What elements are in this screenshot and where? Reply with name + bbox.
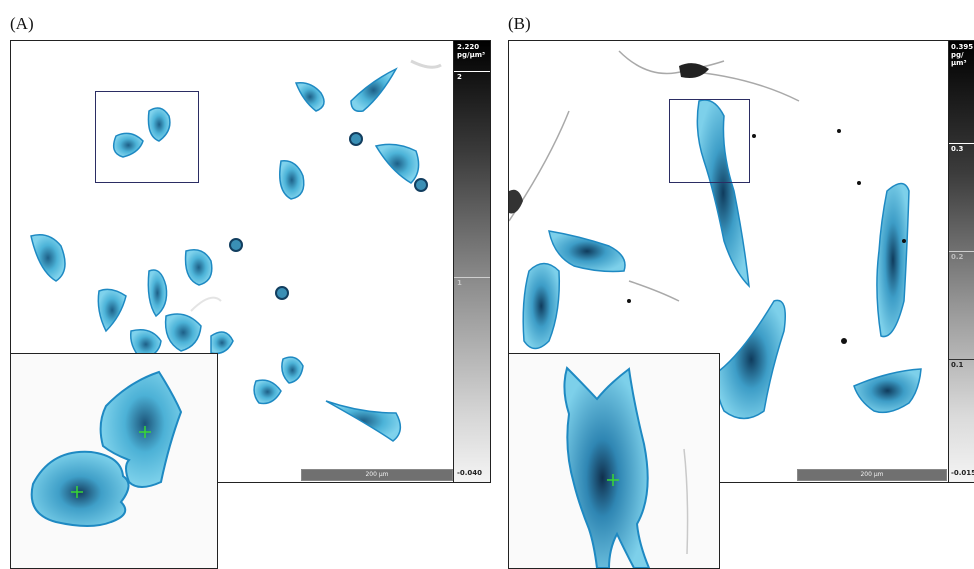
panel-b-colorbar: 0.395 pg/µm³ 0.3 0.2 0.1 -0.015: [948, 41, 974, 482]
panel-a-inset: [10, 353, 218, 569]
cell: [97, 288, 127, 333]
panel-a-colorbar-max: 2.220: [457, 43, 480, 51]
round-cell: [229, 238, 243, 252]
cell: [281, 356, 304, 384]
cell: [147, 269, 168, 318]
panel-b-colorbar-min: -0.015: [951, 469, 974, 477]
cell: [696, 99, 750, 289]
panel-b-colorbar-max: 0.395: [951, 43, 974, 51]
panel-b-scalebar-label: 200 µm: [860, 471, 884, 478]
cell: [350, 67, 398, 113]
panel-b-scalebar: 200 µm: [797, 469, 947, 481]
cell: [184, 249, 213, 286]
panel-b-colorbar-tick-03: 0.3: [951, 145, 964, 153]
cell: [374, 143, 420, 184]
cell: [253, 379, 282, 405]
cell: [294, 81, 325, 112]
panel-b-colorbar-tick-01: 0.1: [951, 361, 964, 369]
panel-b-inset: [508, 353, 720, 569]
panel-a-colorbar-tick-1: 1: [457, 279, 462, 287]
panel-a-colorbar-tick: [454, 277, 490, 278]
round-cell: [349, 132, 363, 146]
panel-b-colorbar-tick: [949, 359, 974, 360]
round-cell: [275, 286, 289, 300]
cell: [522, 262, 561, 350]
cell: [147, 107, 171, 142]
panel-a-label: (A): [10, 14, 34, 33]
round-cell: [414, 178, 428, 192]
panel-b-inset-cell: [563, 366, 689, 568]
panel-b-image: 0.395 pg/µm³ 0.3 0.2 0.1 -0.015 200 µm: [508, 40, 974, 483]
panel-a-colorbar-min: -0.040: [457, 469, 483, 477]
panel-a-colorbar-unit: pg/µm³: [457, 51, 486, 59]
panel-a-colorbar: 2.220 pg/µm³ 2 1 -0.040: [453, 41, 490, 482]
cell: [716, 299, 786, 420]
cell: [876, 182, 910, 338]
cell: [548, 230, 626, 273]
cell: [325, 400, 402, 442]
panel-a-colorbar-tick: [454, 71, 490, 72]
panel-a-inset-cells: [30, 370, 183, 527]
cell: [30, 234, 66, 282]
panel-a-colorbar-tick-2: 2: [457, 73, 462, 81]
panel-b-cell-field: [509, 50, 922, 420]
panel-a-scalebar: 200 µm: [301, 469, 453, 481]
panel-b-zoom-box: [669, 99, 750, 183]
panel-b-colorbar-tick: [949, 251, 974, 252]
panel-a-zoom-box: [95, 91, 199, 183]
panel-a-scalebar-label: 200 µm: [365, 471, 389, 478]
panel-a-cell-field: [30, 59, 442, 442]
panel-b-colorbar-tick-02: 0.2: [951, 253, 964, 261]
panel-b-colorbar-unit: pg/µm³: [951, 51, 967, 67]
cell: [210, 331, 234, 355]
panel-b-label: (B): [508, 14, 531, 33]
cell: [853, 368, 922, 414]
cell: [164, 313, 202, 352]
cell: [279, 160, 305, 200]
cell: [112, 132, 144, 158]
panel-b-colorbar-tick: [949, 143, 974, 144]
